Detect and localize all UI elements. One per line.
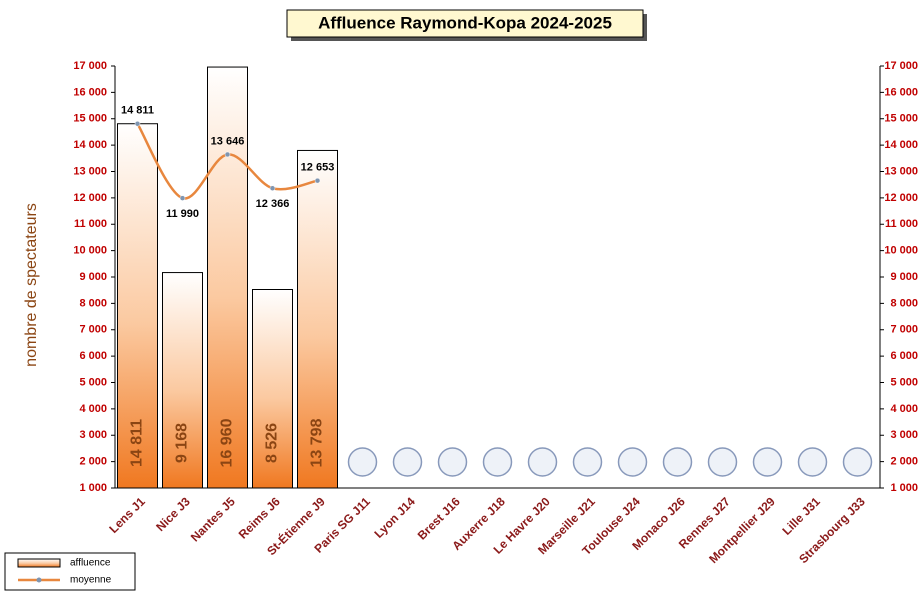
y2-tick-label: 8 000 (890, 297, 918, 309)
y-axis-label: nombre de spectateurs (23, 203, 40, 367)
y-tick-label: 16 000 (73, 86, 107, 98)
y-tick-label: 15 000 (73, 113, 107, 125)
bar (207, 66, 248, 489)
y-tick-label: 14 000 (73, 139, 107, 151)
line-marker (134, 120, 141, 127)
bar (162, 272, 203, 489)
legend-box (4, 552, 136, 591)
bar-value-label: 16 960 (219, 418, 236, 467)
line-marker (179, 195, 186, 201)
y-tick-label: 1 000 (79, 482, 107, 494)
club-logo (482, 447, 513, 477)
y2-tick-label: 11 000 (885, 218, 918, 230)
y2-tick-label: 14 000 (884, 139, 918, 151)
y-tick-label: 6 000 (79, 350, 107, 362)
line-value-label: 12 653 (301, 162, 335, 174)
y-tick-label: 13 000 (73, 165, 107, 177)
y2-tick-label: 7 000 (890, 324, 918, 336)
y-tick-label: 3 000 (79, 429, 107, 441)
y-tick-label: 4 000 (79, 403, 107, 415)
club-logo (527, 447, 558, 477)
y-tick-label: 9 000 (79, 271, 107, 283)
club-logo (707, 447, 738, 477)
legend-marker (36, 577, 42, 583)
y-tick-label: 2 000 (79, 456, 107, 468)
y-tick-label: 17 000 (73, 60, 107, 72)
y-tick-label: 5 000 (79, 376, 107, 388)
club-logo (842, 447, 873, 477)
club-logo (437, 447, 468, 477)
y-tick-label: 8 000 (79, 297, 107, 309)
chart-title: Affluence Raymond-Kopa 2024-2025 (318, 13, 612, 32)
y2-tick-label: 9 000 (890, 271, 918, 283)
title-box (286, 9, 644, 38)
y2-tick-label: 1 000 (890, 482, 918, 494)
y-tick-label: 7 000 (79, 324, 107, 336)
bar (252, 289, 293, 489)
line-value-label: 14 811 (121, 105, 154, 117)
bar-value-label: 8 526 (264, 423, 281, 463)
line-marker (314, 177, 321, 184)
club-logo (347, 447, 378, 477)
legend-label: affluence (70, 558, 111, 569)
y2-tick-label: 12 000 (884, 192, 918, 204)
bar (297, 149, 338, 489)
y-tick-label: 10 000 (73, 245, 107, 257)
y2-tick-label: 4 000 (890, 403, 918, 415)
line-marker (224, 151, 231, 158)
y-tick-label: 11 000 (74, 218, 107, 230)
club-logo (752, 447, 783, 477)
legend: affluence moyenne (17, 558, 112, 586)
bar-value-label: 13 798 (309, 418, 326, 467)
y2-tick-label: 13 000 (884, 165, 918, 177)
club-logo (617, 447, 648, 477)
legend-swatch (17, 558, 61, 568)
club-logo (797, 447, 828, 477)
y2-tick-label: 15 000 (884, 113, 918, 125)
club-logo (572, 447, 603, 477)
y2-tick-label: 10 000 (884, 245, 918, 257)
line-value-label: 12 366 (256, 198, 290, 210)
line-value-label: 13 646 (211, 135, 245, 147)
y2-tick-label: 2 000 (890, 456, 918, 468)
legend-label: moyenne (70, 575, 112, 586)
line-value-label: 11 990 (166, 208, 199, 220)
bar-value-label: 14 811 (129, 419, 146, 467)
bar (117, 123, 158, 489)
y2-tick-label: 5 000 (890, 376, 918, 388)
club-logo (662, 447, 693, 477)
y2-tick-label: 16 000 (884, 86, 918, 98)
y-tick-label: 12 000 (73, 192, 107, 204)
y2-tick-label: 6 000 (890, 350, 918, 362)
bar-value-label: 9 168 (174, 423, 191, 463)
line-marker (269, 185, 276, 191)
y2-tick-label: 3 000 (890, 429, 918, 441)
club-logo (392, 447, 423, 477)
y2-tick-label: 17 000 (884, 60, 918, 72)
